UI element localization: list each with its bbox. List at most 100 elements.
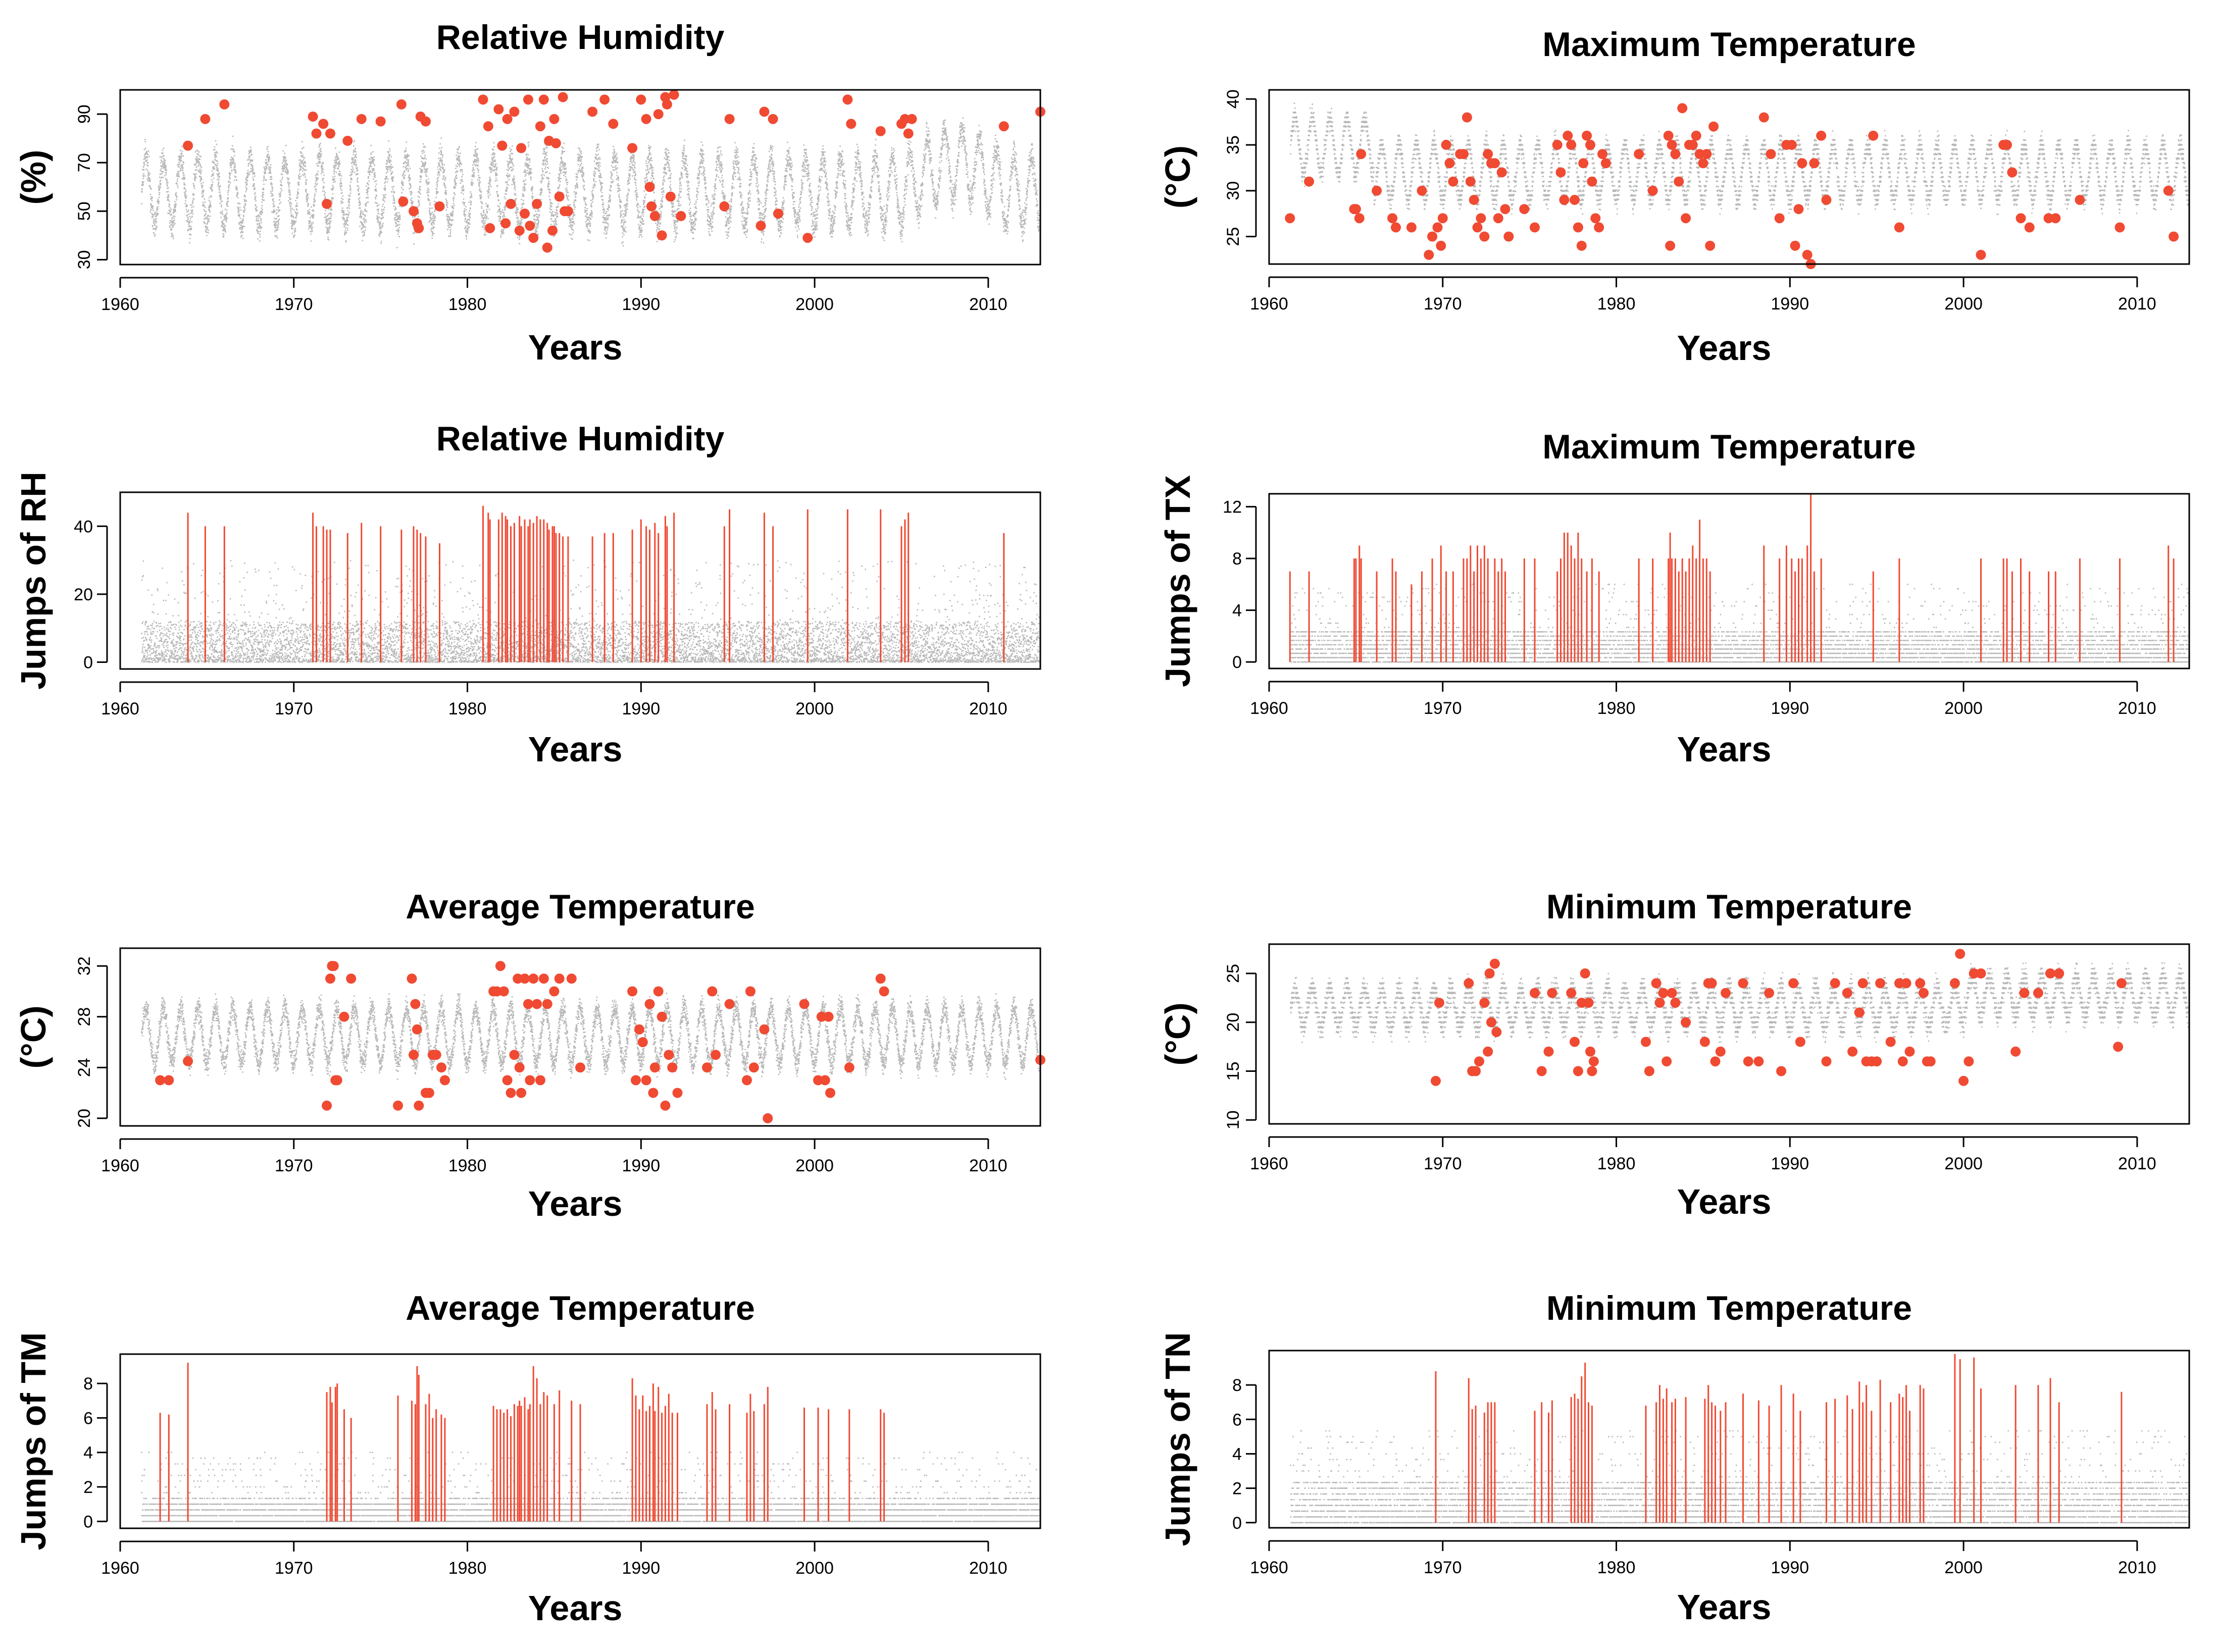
tx-jumps-y-tick-label: 0 [1232, 653, 1242, 672]
rh-series-highlight-point [644, 182, 655, 192]
rh-jumps-panel: 1960 1970 1980 1990 2000 2010 0 20 40 Relative Hu… [14, 420, 1041, 769]
tn-series-highlight-point [1536, 1066, 1547, 1076]
tm-series-highlight-point [554, 973, 565, 984]
tx-series-highlight-point [1705, 240, 1716, 251]
tn-series-highlight-point [1842, 988, 1852, 998]
tn-series-highlight-point [1894, 978, 1904, 989]
tx-series-highlight-point [1681, 213, 1691, 224]
tn-series-highlight-point [1963, 1056, 1974, 1067]
tx-series-highlight-point [1691, 130, 1701, 141]
rh-series-highlight-point [485, 223, 495, 233]
tx-series-highlight-point [1458, 149, 1469, 160]
rh-series-highlight-point [414, 223, 424, 233]
tx-series-highlight-point [2169, 231, 2179, 242]
tn-series-highlight-point [1588, 1056, 1599, 1067]
tm-series-highlight-point [763, 1113, 773, 1123]
rh-series-highlight-point [998, 121, 1009, 132]
rh-series-highlight-point [523, 94, 533, 105]
tm-series-highlight-point [657, 1011, 667, 1022]
tn-series-highlight-point [1857, 978, 1868, 989]
rh-jumps-y-axis-title: Jumps of RH [14, 472, 53, 690]
tm-series-panel: 1960 1970 1980 1990 2000 2010 20 24 28 32 Average … [14, 888, 1045, 1223]
tx-series-x-axis-title: Years [1677, 328, 1772, 368]
tn-series-highlight-point [1580, 968, 1590, 978]
rh-series-highlight-point [398, 196, 409, 207]
tm-series-highlight-point [575, 1062, 585, 1073]
tm-series-x-tick-label: 2000 [795, 1156, 834, 1175]
tn-series-highlight-point [1661, 1056, 1672, 1067]
tm-series-highlight-point [649, 1062, 660, 1073]
tn-jumps-x-axis-title: Years [1677, 1587, 1772, 1627]
tn-series-y-tick-label: 25 [1224, 964, 1243, 983]
tm-series-highlight-point [660, 1100, 671, 1111]
tx-series-highlight-point [1436, 240, 1446, 251]
rh-series-highlight-point [657, 230, 667, 241]
tm-series-y-tick-label: 32 [75, 956, 94, 975]
tm-series-highlight-point [164, 1075, 174, 1086]
tx-series-highlight-point [1976, 249, 1986, 260]
rh-series-highlight-point [342, 135, 353, 146]
rh-series-highlight-point [641, 114, 651, 124]
tn-series-highlight-point [2019, 988, 2030, 998]
tm-series-highlight-point [439, 1075, 450, 1086]
tn-series-highlight-point [1969, 968, 1979, 978]
tx-series-highlight-point [1687, 139, 1698, 150]
tn-series-title: Minimum Temperature [1546, 888, 1912, 926]
tx-series-highlight-point [1552, 139, 1563, 150]
rh-series-highlight-point [646, 201, 657, 212]
tm-series-highlight-point [816, 1011, 827, 1022]
rh-series-y-axis-title: (%) [14, 150, 53, 205]
tm-jumps-y-tick-label: 6 [83, 1409, 93, 1428]
tn-series-highlight-point [1464, 978, 1474, 989]
rh-series-highlight-point [308, 111, 318, 122]
tx-series-highlight-point [1427, 231, 1438, 242]
tm-series-highlight-point [514, 1062, 525, 1073]
tn-jumps-title: Minimum Temperature [1546, 1289, 1912, 1327]
tm-series-grey-cloud [141, 993, 1040, 1080]
tm-series-highlight-point [759, 1024, 770, 1035]
tm-series-highlight-point [653, 986, 664, 997]
tx-series-x-tick-label: 1970 [1424, 294, 1462, 314]
tx-series-highlight-point [1503, 231, 1514, 242]
tx-series-y-tick-label: 40 [1224, 89, 1243, 109]
tx-series-plot-frame [1268, 89, 2190, 265]
tn-jumps-x-tick-label: 2010 [2118, 1558, 2156, 1577]
tx-series-highlight-point [1387, 213, 1398, 224]
rh-series-y-tick-label: 90 [75, 105, 94, 124]
rh-series-highlight-point [322, 198, 332, 209]
tn-series-grey-cloud [1290, 962, 2189, 1043]
tx-series-highlight-point [1566, 139, 1577, 150]
tx-series-highlight-point [2002, 139, 2012, 150]
rh-series-highlight-point [724, 114, 735, 124]
tx-jumps-x-tick-label: 1980 [1597, 699, 1636, 718]
tn-series-highlight-point [1764, 988, 1775, 998]
tn-series-x-tick-label: 1960 [1250, 1154, 1288, 1173]
tn-series-y-tick-label: 20 [1224, 1013, 1243, 1032]
tn-series-highlight-point [1795, 1037, 1805, 1047]
tn-series-highlight-point [2116, 978, 2127, 989]
tn-series-highlight-point [1570, 1037, 1580, 1047]
tx-series-highlight-point [2163, 185, 2174, 196]
tn-series-highlight-point [1955, 949, 1966, 959]
tm-jumps-y-tick-label: 4 [83, 1443, 93, 1463]
rh-series-highlight-point [903, 128, 914, 139]
tx-series-highlight-point [1304, 176, 1315, 187]
tn-series-highlight-point [1976, 968, 1986, 978]
tn-series-highlight-point [1641, 1037, 1651, 1047]
tm-series-highlight-point [516, 1088, 527, 1098]
tx-series-highlight-point [1582, 130, 1592, 141]
tx-series-highlight-point [1816, 130, 1827, 141]
tx-series-highlight-point [1493, 213, 1503, 224]
tx-series-highlight-point [1479, 231, 1490, 242]
tn-series-highlight-point [1919, 988, 1929, 998]
tx-series-highlight-point [1667, 139, 1677, 150]
rh-series-highlight-point [719, 201, 730, 212]
tm-series-highlight-point [742, 1075, 752, 1086]
tm-series-highlight-point [492, 986, 502, 997]
tx-series-highlight-point [1774, 213, 1785, 224]
tm-series-plot-frame [119, 947, 1041, 1127]
tx-jumps-plot-frame [1268, 493, 2190, 669]
tx-jumps-x-tick-label: 1990 [1771, 699, 1809, 718]
tn-series-highlight-point [1738, 978, 1748, 989]
tx-series-highlight-point [1417, 185, 1427, 196]
